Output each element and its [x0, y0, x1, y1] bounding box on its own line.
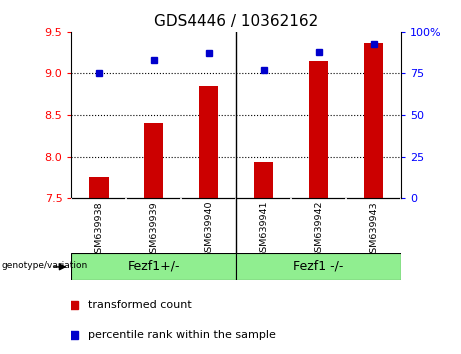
- Text: Fezf1 -/-: Fezf1 -/-: [294, 260, 344, 273]
- Text: GSM639943: GSM639943: [369, 201, 378, 259]
- Bar: [309, 61, 328, 198]
- Bar: [364, 43, 383, 198]
- Text: GSM639938: GSM639938: [95, 201, 103, 259]
- Text: transformed count: transformed count: [88, 299, 192, 310]
- Text: GSM639940: GSM639940: [204, 201, 213, 258]
- Bar: [71, 253, 236, 280]
- Text: GSM639942: GSM639942: [314, 201, 323, 258]
- Text: GSM639939: GSM639939: [149, 201, 159, 259]
- Text: Fezf1+/-: Fezf1+/-: [128, 260, 180, 273]
- Bar: [254, 162, 273, 198]
- Title: GDS4446 / 10362162: GDS4446 / 10362162: [154, 14, 319, 29]
- Bar: [236, 253, 401, 280]
- Bar: [89, 177, 108, 198]
- Text: percentile rank within the sample: percentile rank within the sample: [88, 330, 276, 339]
- Bar: [199, 86, 219, 198]
- Text: genotype/variation: genotype/variation: [1, 261, 88, 269]
- Bar: [144, 123, 164, 198]
- Text: GSM639941: GSM639941: [259, 201, 268, 258]
